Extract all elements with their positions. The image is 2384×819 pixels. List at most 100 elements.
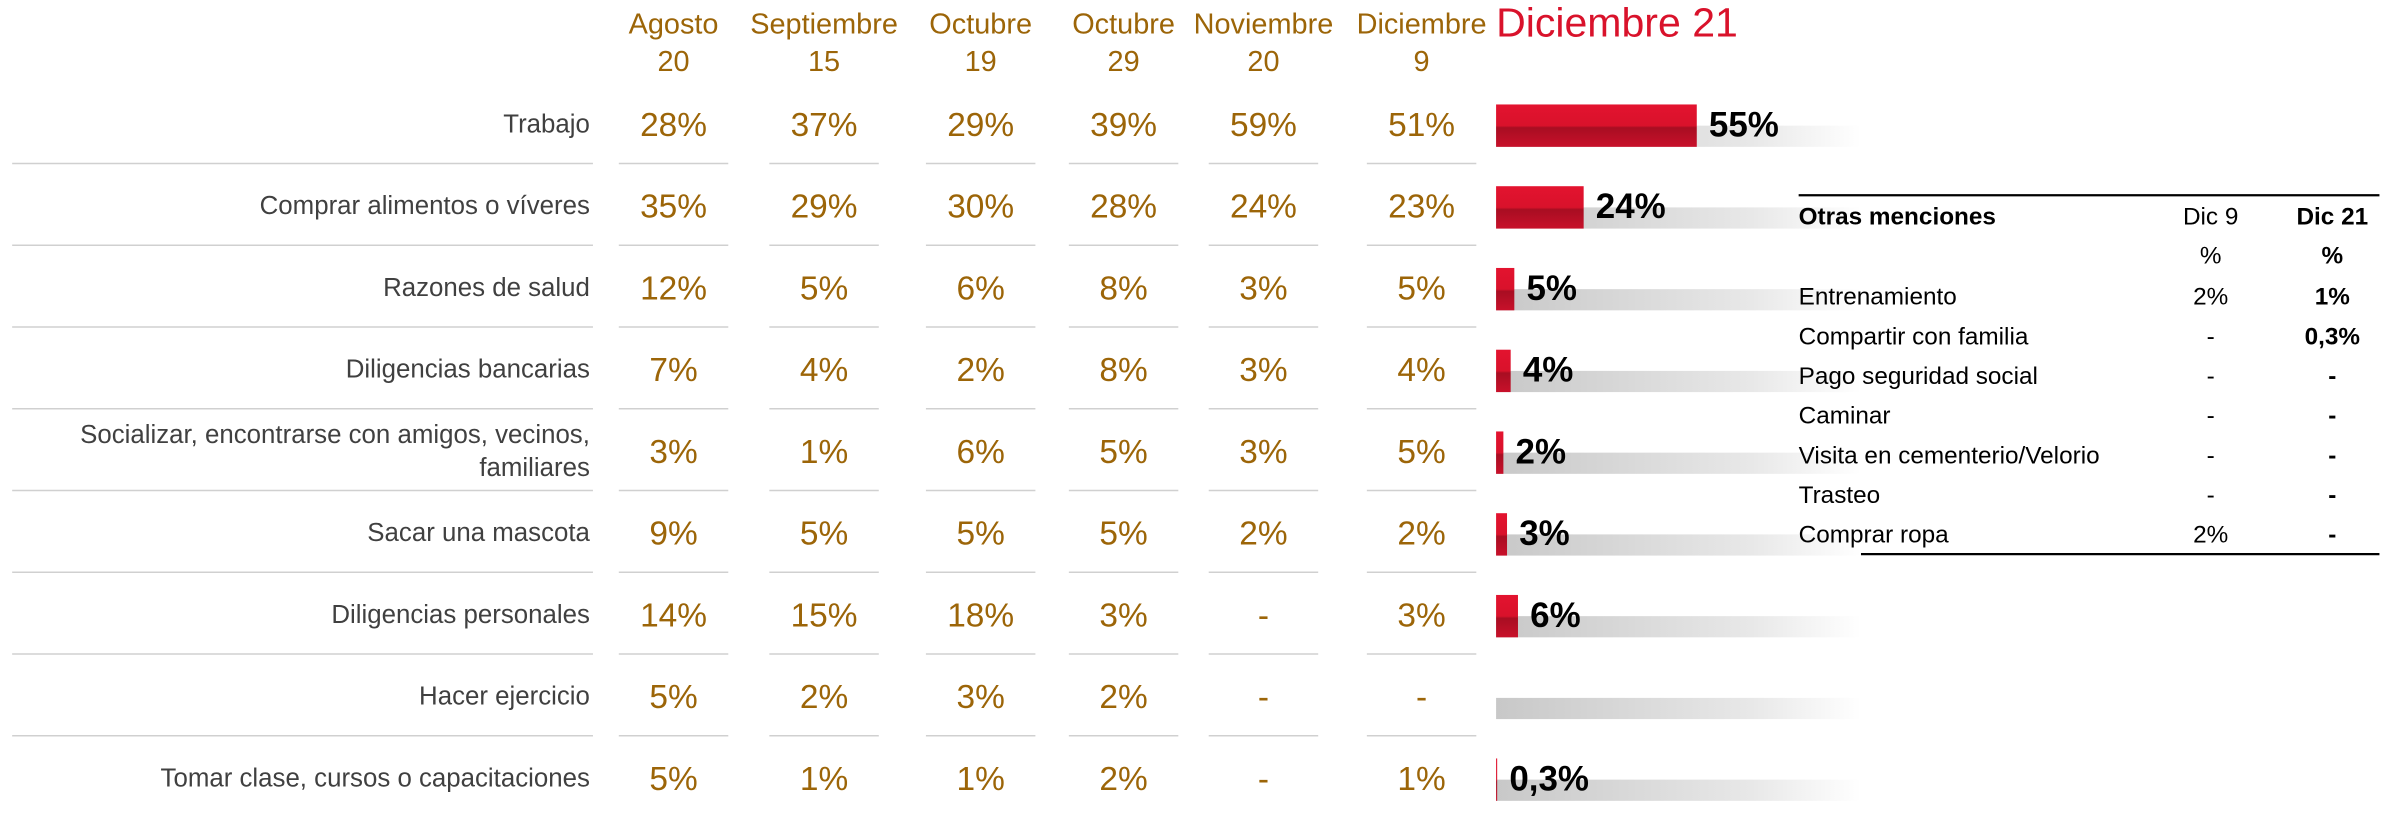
- cell-value: 5%: [1099, 434, 1147, 471]
- cell-value: 28%: [1090, 189, 1157, 226]
- column-day: 20: [1247, 46, 1279, 78]
- column-month: Octubre: [929, 8, 1032, 40]
- side-cell: -: [2207, 482, 2215, 509]
- cell-value: 2%: [1239, 516, 1287, 553]
- side-header: Otras menciones: [1799, 203, 1996, 230]
- cell-value: 4%: [800, 352, 848, 389]
- cell-value: 5%: [1397, 271, 1445, 308]
- cell-value: 3%: [1239, 352, 1287, 389]
- side-cell: -: [2328, 363, 2336, 390]
- cell-value: 5%: [800, 271, 848, 308]
- bar-track: [1496, 697, 1861, 720]
- side-unit: %: [2321, 243, 2343, 270]
- cell-value: 1%: [800, 761, 848, 798]
- cell-value: 18%: [947, 598, 1014, 635]
- cell-value: 8%: [1099, 271, 1147, 308]
- cell-value: 3%: [1239, 271, 1287, 308]
- cell-value: 3%: [1099, 598, 1147, 635]
- cell-value: -: [1258, 761, 1269, 798]
- side-cell: Comprar ropa: [1799, 522, 1950, 549]
- bar-track: [1496, 370, 1861, 393]
- bar-label: 55%: [1709, 105, 1779, 144]
- side-cell: -: [2328, 403, 2336, 430]
- title: Diciembre 21: [1496, 0, 1738, 46]
- cell-value: 5%: [1099, 516, 1147, 553]
- side-cell: Pago seguridad social: [1799, 363, 2038, 390]
- side-cell: 2%: [2193, 522, 2228, 549]
- column-day: 15: [808, 46, 840, 78]
- row-label: Sacar una mascota: [367, 519, 590, 547]
- cell-value: 1%: [800, 434, 848, 471]
- bar-label: 4%: [1523, 351, 1574, 390]
- cell-value: 5%: [800, 516, 848, 553]
- column-day: 9: [1414, 46, 1430, 78]
- cell-value: 6%: [957, 271, 1005, 308]
- side-cell: 0,3%: [2305, 323, 2360, 350]
- bar: [1496, 513, 1508, 556]
- cell-value: 2%: [800, 679, 848, 716]
- bar-track: [1496, 452, 1861, 474]
- cell-value: 37%: [791, 107, 858, 144]
- cell-value: 24%: [1230, 189, 1297, 226]
- side-cell: -: [2328, 482, 2336, 509]
- cell-value: 5%: [1397, 434, 1445, 471]
- bar-label: 3%: [1519, 514, 1570, 553]
- cell-value: 51%: [1388, 107, 1455, 144]
- column-day: 20: [657, 46, 689, 78]
- row-label: familiares: [479, 454, 590, 482]
- cell-value: 5%: [957, 516, 1005, 553]
- column-day: 19: [965, 46, 997, 78]
- cell-value: 59%: [1230, 107, 1297, 144]
- side-cell: -: [2207, 323, 2215, 350]
- cell-value: 3%: [1397, 598, 1445, 635]
- row-label: Hacer ejercicio: [419, 683, 590, 711]
- row-label: Razones de salud: [383, 274, 590, 302]
- cell-value: 2%: [957, 352, 1005, 389]
- cell-value: 4%: [1397, 352, 1445, 389]
- cell-value: 2%: [1099, 761, 1147, 798]
- cell-value: 29%: [947, 107, 1014, 144]
- cell-value: -: [1258, 598, 1269, 635]
- cell-value: 5%: [649, 761, 697, 798]
- bar-label: 24%: [1596, 187, 1666, 226]
- cell-value: 12%: [640, 271, 707, 308]
- cell-value: 5%: [649, 679, 697, 716]
- bar: [1496, 349, 1511, 393]
- cell-value: 3%: [649, 434, 697, 471]
- bar-track: [1496, 534, 1861, 556]
- side-unit: %: [2200, 243, 2222, 270]
- cell-value: 35%: [640, 189, 707, 226]
- side-cell: Entrenamiento: [1799, 284, 1957, 311]
- side-cell: Caminar: [1799, 403, 1891, 430]
- side-cell: -: [2328, 442, 2336, 469]
- cell-value: 2%: [1099, 679, 1147, 716]
- bar: [1496, 186, 1584, 229]
- bar: [1496, 594, 1518, 638]
- cell-value: 9%: [649, 516, 697, 553]
- column-month: Septiembre: [750, 8, 898, 40]
- side-header: Dic 9: [2183, 203, 2238, 230]
- side-cell: Visita en cementerio/Velorio: [1799, 442, 2100, 469]
- cell-value: 3%: [1239, 434, 1287, 471]
- row-label: Tomar clase, cursos o capacitaciones: [161, 764, 590, 792]
- side-cell: -: [2207, 403, 2215, 430]
- cell-value: 39%: [1090, 107, 1157, 144]
- side-cell: -: [2207, 442, 2215, 469]
- bar: [1496, 431, 1504, 474]
- row-label: Comprar alimentos o víveres: [260, 192, 590, 220]
- column-month: Diciembre: [1357, 8, 1487, 40]
- cell-value: 8%: [1099, 352, 1147, 389]
- bar-track: [1496, 616, 1861, 638]
- cell-value: 1%: [957, 761, 1005, 798]
- cell-value: -: [1258, 679, 1269, 716]
- side-header: Dic 21: [2296, 203, 2368, 230]
- side-cell: 1%: [2315, 284, 2350, 311]
- cell-value: 3%: [957, 679, 1005, 716]
- row-label: Trabajo: [503, 110, 590, 138]
- bar-label: 6%: [1530, 596, 1581, 635]
- bar: [1496, 267, 1515, 311]
- cell-value: 1%: [1397, 761, 1445, 798]
- cell-value: 28%: [640, 107, 707, 144]
- side-cell: Compartir con familia: [1799, 323, 2029, 350]
